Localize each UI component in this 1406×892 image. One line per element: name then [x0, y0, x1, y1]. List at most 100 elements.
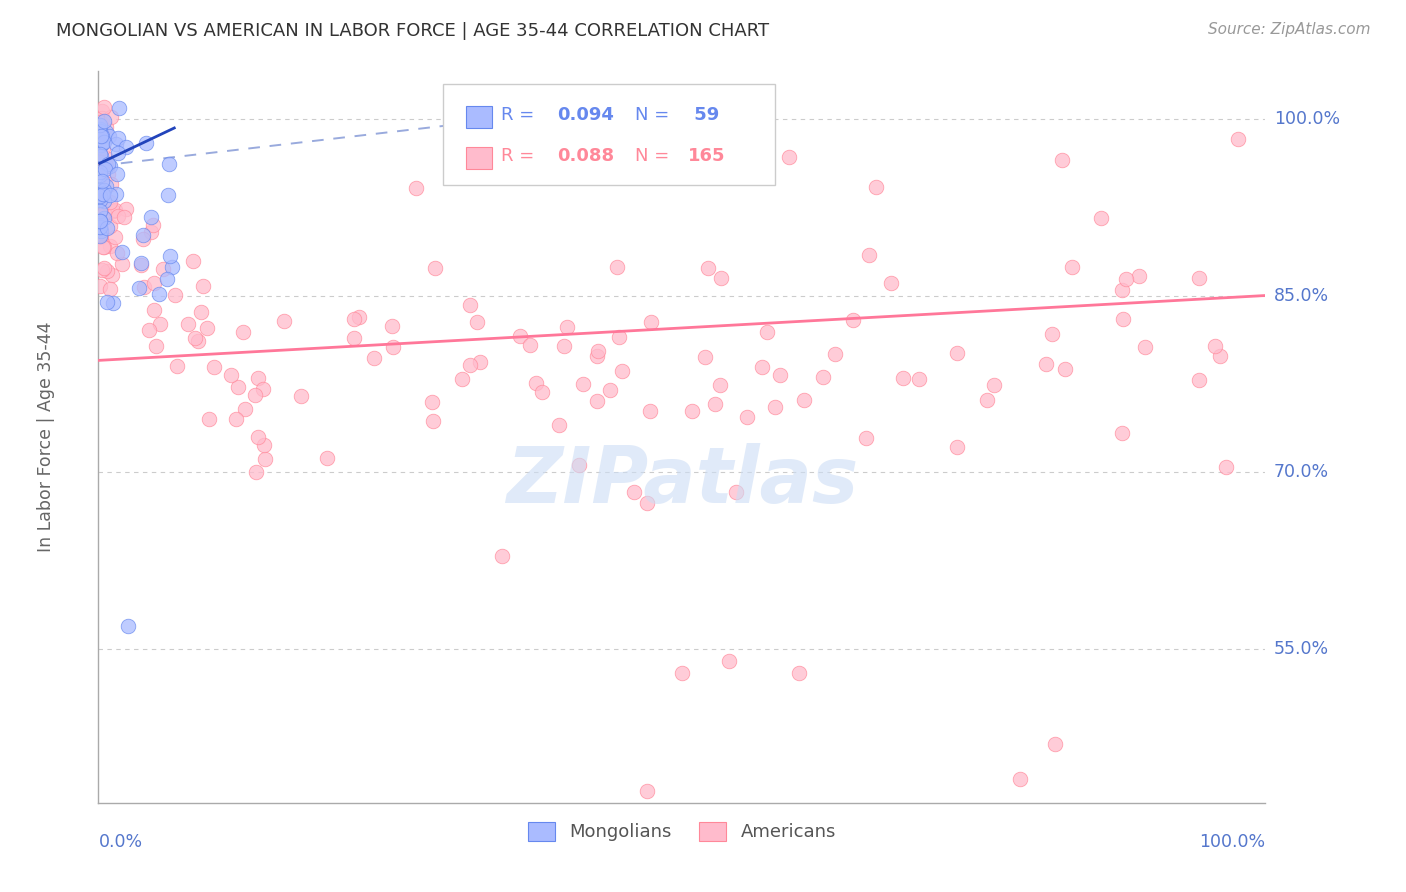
Point	[824, 347, 846, 361]
Point	[946, 346, 969, 360]
Point	[1215, 459, 1237, 474]
Point	[458, 358, 481, 372]
Point	[1128, 268, 1150, 283]
Point	[176, 317, 198, 331]
Point	[247, 430, 270, 444]
Point	[89, 168, 111, 182]
Point	[273, 314, 295, 328]
Point	[1111, 283, 1133, 297]
Point	[842, 313, 865, 327]
Point	[159, 249, 181, 263]
Point	[793, 392, 815, 407]
Point	[610, 364, 633, 378]
Point	[246, 371, 269, 385]
Point	[89, 146, 111, 161]
Point	[94, 120, 117, 134]
Point	[1035, 357, 1057, 371]
Point	[108, 102, 131, 116]
Point	[349, 310, 371, 324]
Point	[93, 240, 115, 254]
Point	[138, 323, 160, 337]
FancyBboxPatch shape	[465, 106, 492, 128]
Point	[89, 219, 111, 234]
Point	[187, 334, 209, 348]
Point	[548, 417, 571, 432]
Point	[778, 151, 800, 165]
Point	[94, 151, 117, 165]
Point	[946, 440, 969, 454]
Point	[139, 225, 162, 239]
Point	[343, 331, 366, 345]
Point	[100, 178, 122, 192]
Point	[89, 216, 111, 230]
Point	[98, 281, 121, 295]
Point	[724, 485, 747, 500]
Point	[156, 272, 179, 286]
Point	[89, 203, 111, 218]
Point	[893, 371, 915, 385]
FancyBboxPatch shape	[465, 147, 492, 169]
Point	[90, 224, 112, 238]
Point	[219, 368, 242, 383]
Point	[91, 104, 114, 119]
Text: N =: N =	[636, 106, 675, 124]
Point	[104, 187, 127, 202]
Point	[91, 141, 114, 155]
Point	[90, 209, 112, 223]
Text: 0.088: 0.088	[557, 147, 614, 165]
Text: 59: 59	[688, 106, 718, 124]
Point	[813, 370, 835, 384]
Point	[98, 219, 121, 234]
Point	[568, 458, 591, 472]
Point	[191, 279, 214, 293]
Point	[190, 305, 212, 319]
Point	[93, 135, 115, 149]
Point	[695, 350, 717, 364]
Point	[139, 211, 162, 225]
Point	[787, 666, 810, 681]
Point	[166, 359, 188, 373]
Point	[232, 325, 254, 339]
Point	[636, 784, 658, 798]
Point	[100, 110, 122, 124]
Point	[90, 174, 112, 188]
Point	[93, 100, 115, 114]
Point	[142, 276, 165, 290]
Point	[93, 114, 115, 128]
Point	[91, 187, 114, 202]
Point	[134, 280, 156, 294]
Point	[89, 124, 111, 138]
Point	[586, 343, 609, 358]
Point	[103, 202, 125, 217]
Point	[468, 354, 491, 368]
Point	[1208, 349, 1230, 363]
Point	[382, 340, 405, 354]
Point	[609, 329, 631, 343]
Point	[1052, 153, 1074, 167]
Point	[585, 349, 607, 363]
Point	[131, 227, 153, 242]
Point	[91, 135, 114, 149]
Point	[98, 239, 121, 253]
Point	[420, 395, 443, 409]
Point	[96, 294, 118, 309]
Point	[89, 165, 111, 179]
Point	[423, 261, 446, 276]
Point	[107, 146, 129, 161]
Point	[405, 181, 427, 195]
Point	[89, 154, 111, 169]
Point	[93, 194, 115, 209]
Point	[491, 549, 513, 564]
Point	[976, 392, 998, 407]
Point	[763, 401, 786, 415]
Point	[135, 136, 157, 150]
Point	[97, 157, 120, 171]
Point	[89, 193, 111, 207]
Point	[89, 127, 111, 141]
Point	[245, 466, 267, 480]
Point	[508, 328, 530, 343]
Point	[184, 331, 207, 345]
Point	[585, 393, 607, 408]
Point	[93, 206, 115, 220]
Point	[1188, 271, 1211, 285]
